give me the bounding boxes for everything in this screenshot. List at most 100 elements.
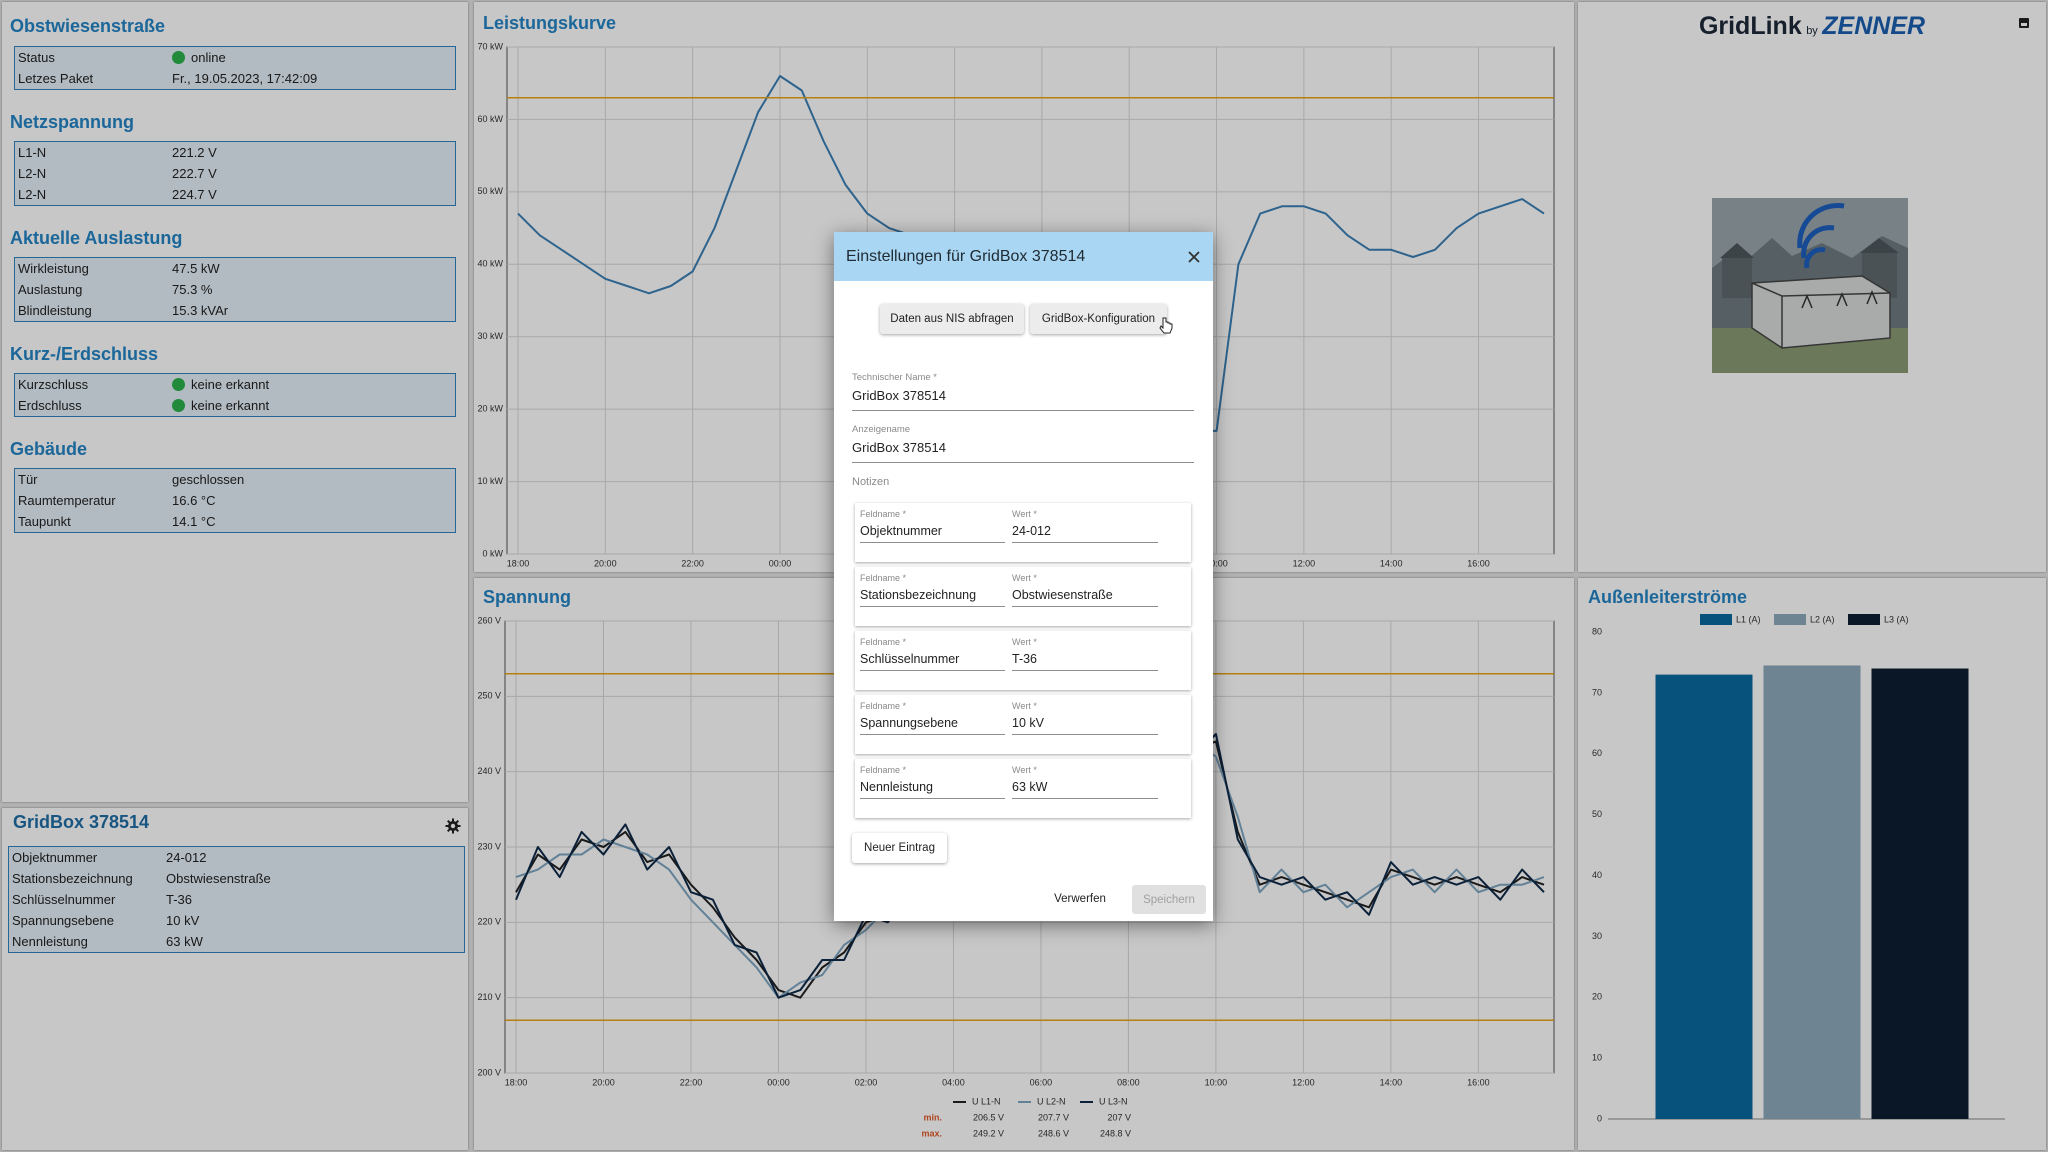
info-row: Kurzschluss keine erkannt xyxy=(15,374,455,395)
y-tick-label: 210 V xyxy=(477,992,501,1002)
note-name-field[interactable]: Feldname * Schlüsselnummer xyxy=(860,637,1005,671)
close-button[interactable] xyxy=(1187,250,1201,264)
display-name-field[interactable]: Anzeigename GridBox 378514 xyxy=(852,424,1194,463)
discard-button[interactable]: Verwerfen xyxy=(1054,893,1106,905)
field-label: Feldname * xyxy=(860,637,907,647)
note-name-field[interactable]: Feldname * Spannungsebene xyxy=(860,701,1005,735)
legend-swatch xyxy=(1848,614,1880,625)
legend-label: L1 (A) xyxy=(1736,614,1761,624)
field-label: Feldname * xyxy=(860,701,907,711)
save-button[interactable]: Speichern xyxy=(1132,885,1206,914)
status-dot xyxy=(172,51,185,64)
stats-label: min. xyxy=(923,1112,942,1122)
y-tick-label: 0 xyxy=(1597,1113,1602,1123)
row-value: Obstwiesenstraße xyxy=(166,871,271,886)
x-tick-label: 04:00 xyxy=(942,1077,965,1087)
row-label: Auslastung xyxy=(18,282,83,297)
row-value-cell: 63 kW xyxy=(166,934,203,949)
settings-gear[interactable] xyxy=(445,818,461,834)
row-value: keine erkannt xyxy=(191,398,270,413)
row-value-cell: Obstwiesenstraße xyxy=(166,871,271,886)
field-value: GridBox 378514 xyxy=(852,440,946,455)
technical-name-field[interactable]: Technischer Name * GridBox 378514 xyxy=(852,372,1194,411)
row-value: keine erkannt xyxy=(191,377,270,392)
row-label: Status xyxy=(18,50,55,65)
info-box: Wirkleistung 47.5 kW Auslastung 75.3 % Blind… xyxy=(14,257,456,322)
field-label: Anzeigename xyxy=(852,424,911,435)
cursor xyxy=(1159,317,1173,334)
field-label: Technischer Name * xyxy=(852,372,938,383)
logo: GridLink by ZENNER xyxy=(1578,12,2046,41)
info-row: Blindleistung 15.3 kVAr xyxy=(15,300,455,321)
y-tick-label: 230 V xyxy=(477,841,501,851)
dialog-header: Einstellungen für GridBox 378514 xyxy=(834,232,1213,281)
y-tick-label: 40 xyxy=(1592,870,1602,880)
info-row: Erdschluss keine erkannt xyxy=(15,395,455,416)
row-label: Stationsbezeichnung xyxy=(12,871,133,886)
logo-maker: ZENNER xyxy=(1822,12,1926,40)
note-name-field[interactable]: Feldname * Nennleistung xyxy=(860,765,1005,799)
note-name-field[interactable]: Feldname * Stationsbezeichnung xyxy=(860,573,1005,607)
y-tick-label: 60 xyxy=(1592,748,1602,758)
note-value-field[interactable]: Wert * 24-012 xyxy=(1012,509,1158,543)
dialog-title: Einstellungen für GridBox 378514 xyxy=(846,247,1086,265)
legend-label: U L1-N xyxy=(972,1096,1001,1106)
y-tick-label: 30 xyxy=(1592,931,1602,941)
x-tick-label: 10:00 xyxy=(1205,1077,1228,1087)
field-value: Stationsbezeichnung xyxy=(860,588,977,602)
row-value: 222.7 V xyxy=(172,166,217,181)
note-entry: Feldname * Spannungsebene Wert * 10 kV xyxy=(855,695,1191,754)
info-box: L1-N 221.2 V L2-N 222.7 V L2-N 224.7 V xyxy=(14,141,456,206)
y-tick-label: 70 xyxy=(1592,687,1602,697)
row-value-cell: 14.1 °C xyxy=(172,514,216,529)
info-row: Objektnummer 24-012 xyxy=(9,847,464,868)
row-value: 15.3 kVAr xyxy=(172,303,229,318)
overview-panel: Obstwiesenstraße Status online Letzes Paket… xyxy=(2,2,468,802)
y-tick-label: 50 xyxy=(1592,809,1602,819)
field-value: 24-012 xyxy=(1012,524,1051,538)
row-label: Kurzschluss xyxy=(18,377,89,392)
config-button[interactable]: GridBox-Konfiguration xyxy=(1030,304,1167,334)
row-value: geschlossen xyxy=(172,472,245,487)
note-entry: Feldname * Stationsbezeichnung Wert * Obstw… xyxy=(855,567,1191,626)
note-value-field[interactable]: Wert * 63 kW xyxy=(1012,765,1158,799)
field-value: Spannungsebene xyxy=(860,716,959,730)
status-dot xyxy=(172,378,185,391)
menu-icon[interactable] xyxy=(2018,17,2030,29)
info-row: L1-N 221.2 V xyxy=(15,142,455,163)
x-tick-label: 12:00 xyxy=(1292,1077,1315,1087)
y-tick-label: 200 V xyxy=(477,1067,501,1077)
nis-button[interactable]: Daten aus NIS abfragen xyxy=(880,304,1024,334)
info-row: Spannungsebene 10 kV xyxy=(9,910,464,931)
note-name-field[interactable]: Feldname * Objektnummer xyxy=(860,509,1005,543)
x-tick-label: 10:00 xyxy=(1205,558,1228,568)
field-value: Obstwiesenstraße xyxy=(1012,588,1113,602)
row-label: Schlüsselnummer xyxy=(12,892,116,907)
field-label: Wert * xyxy=(1012,765,1037,775)
stats-value: 206.5 V xyxy=(973,1112,1004,1122)
row-label: Wirkleistung xyxy=(18,261,89,276)
note-value-field[interactable]: Wert * T-36 xyxy=(1012,637,1158,671)
y-tick-label: 10 kW xyxy=(477,476,503,486)
row-value: online xyxy=(191,50,226,65)
row-label: Raumtemperatur xyxy=(18,493,116,508)
x-tick-label: 00:00 xyxy=(769,558,792,568)
info-row: Letzes Paket Fr., 19.05.2023, 17:42:09 xyxy=(15,68,455,89)
note-value-field[interactable]: Wert * Obstwiesenstraße xyxy=(1012,573,1158,607)
row-value-cell: 75.3 % xyxy=(172,282,212,297)
info-row: Status online xyxy=(15,47,455,68)
y-tick-label: 240 V xyxy=(477,766,501,776)
note-value-field[interactable]: Wert * 10 kV xyxy=(1012,701,1158,735)
x-tick-label: 16:00 xyxy=(1467,1077,1490,1087)
x-tick-label: 16:00 xyxy=(1467,558,1490,568)
field-label: Wert * xyxy=(1012,701,1037,711)
field-value: Schlüsselnummer xyxy=(860,652,960,666)
settings-dialog: Einstellungen für GridBox 378514 Daten a… xyxy=(834,232,1213,921)
field-label: Feldname * xyxy=(860,573,907,583)
row-value: 224.7 V xyxy=(172,187,217,202)
field-value: 10 kV xyxy=(1012,716,1044,730)
add-entry-button[interactable]: Neuer Eintrag xyxy=(852,833,947,863)
x-tick-label: 20:00 xyxy=(594,558,617,568)
